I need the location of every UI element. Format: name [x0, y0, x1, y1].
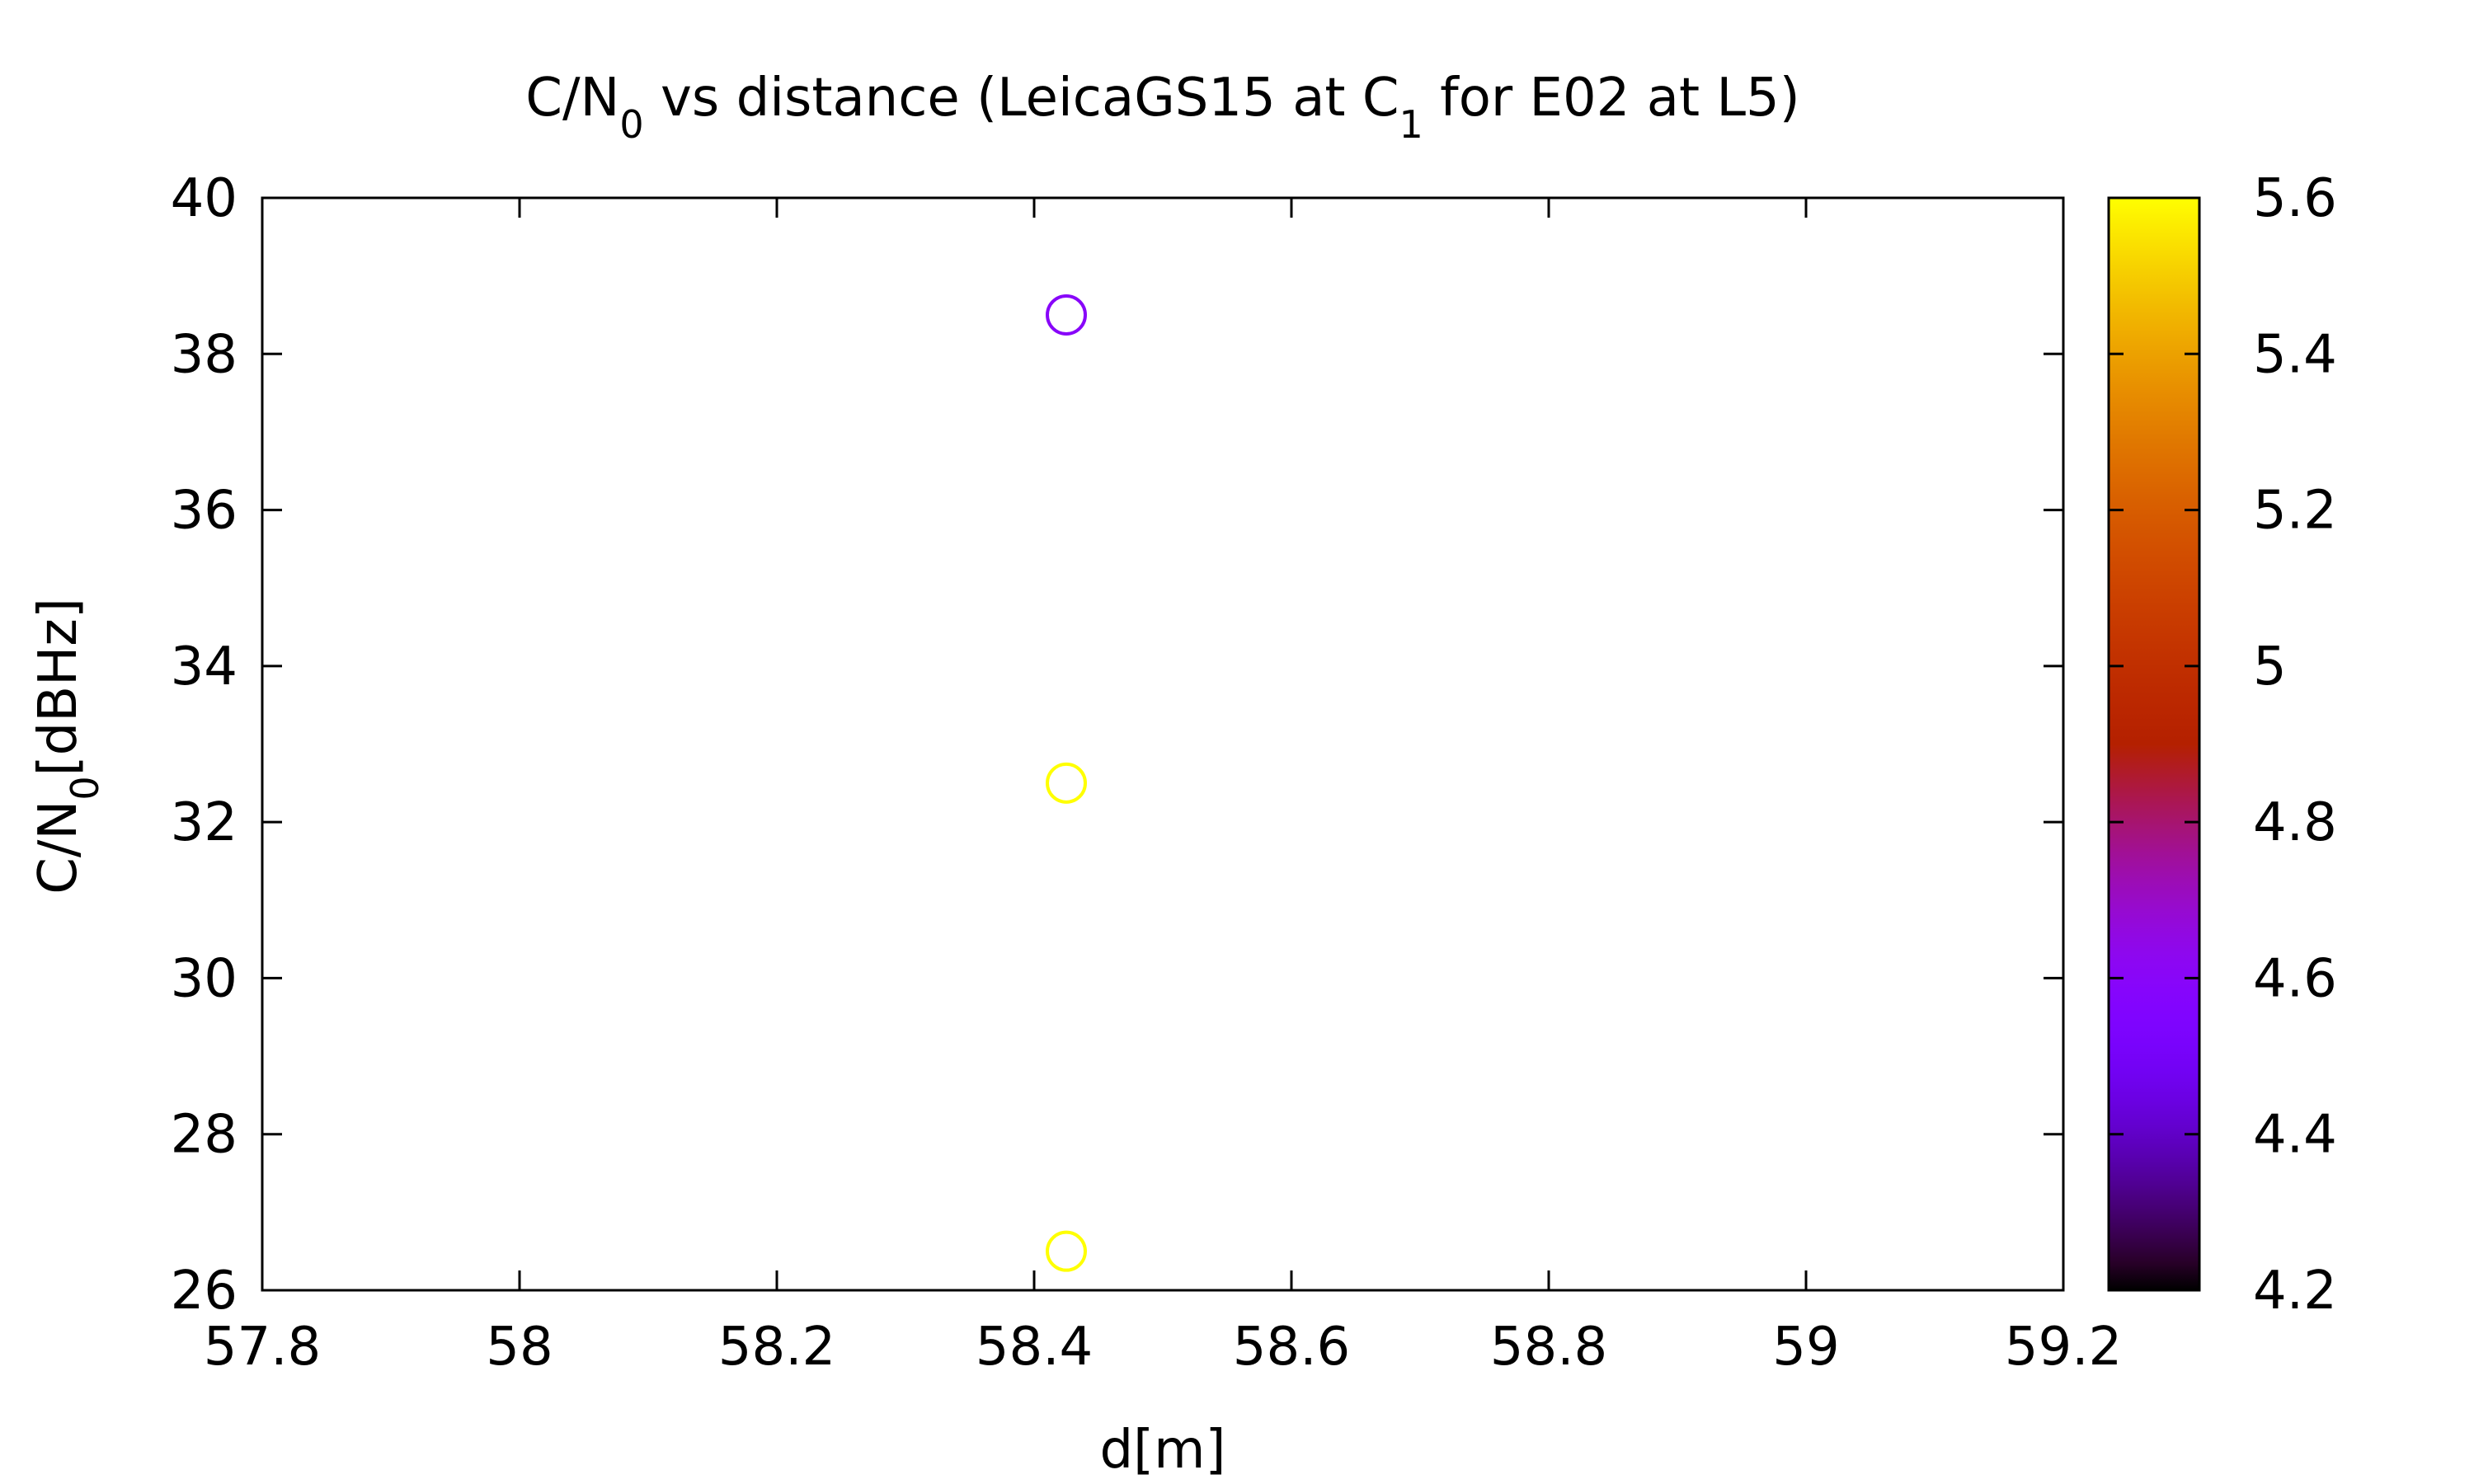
x-tick-label: 58.8 [1490, 1317, 1608, 1378]
data-point [1046, 1230, 1087, 1272]
x-tick-label: 59 [1772, 1317, 1839, 1378]
colorbar-frame [2107, 196, 2201, 1292]
colorbar-tick-label: 5.6 [2253, 168, 2337, 229]
y-axis-label: C/N0[dBHz] [28, 598, 107, 895]
x-tick-label: 58.6 [1233, 1317, 1351, 1378]
y-tick-label: 26 [171, 1261, 238, 1322]
colorbar: 4.2 4.4 4.6 4.8 5 5.2 5.4 5.6 [2107, 168, 2337, 1322]
x-tick-label: 58.2 [718, 1317, 836, 1378]
title-middle: vs distance (LeicaGS15 at C [644, 68, 1399, 129]
y-axis-label-subscript: 0 [63, 776, 107, 800]
title-prefix-subscript: 0 [619, 102, 643, 147]
y-tick-label: 38 [171, 324, 238, 385]
colorbar-tick-label: 5 [2253, 636, 2287, 697]
data-point [1046, 762, 1087, 804]
x-tick-label: 57.8 [204, 1317, 322, 1378]
y-tick-label: 34 [171, 636, 238, 697]
y-axis-label-unit: [dBHz] [28, 598, 89, 776]
x-tick-label: 58 [486, 1317, 553, 1378]
colorbar-tick-label: 4.8 [2253, 792, 2337, 853]
colorbar-tick-label: 4.6 [2253, 948, 2337, 1009]
y-tick-label: 32 [171, 792, 238, 853]
chart-title: C/N0 vs distance (LeicaGS15 at C1 for E0… [525, 68, 1799, 147]
x-tick-label: 59.2 [2005, 1317, 2123, 1378]
x-axis-label: d[m] [1100, 1420, 1226, 1481]
colorbar-tick-label: 5.2 [2253, 481, 2337, 542]
data-point [1046, 294, 1087, 336]
x-tick-label: 58.4 [976, 1317, 1094, 1378]
colorbar-tick-label: 5.4 [2253, 324, 2337, 385]
plot-area: 57.8 58 58.2 58.4 58.6 58.8 59 59.2 26 28 30 32 34 36… [171, 168, 2123, 1378]
title-suffix: for E02 at L5) [1423, 68, 1800, 129]
y-tick-label: 36 [171, 481, 238, 542]
colorbar-tick-label: 4.4 [2253, 1105, 2337, 1166]
y-axis-label-main: C/N [28, 801, 89, 895]
y-tick-label: 40 [171, 168, 238, 229]
colorbar-tick-label: 4.2 [2253, 1261, 2337, 1322]
title-middle-subscript: 1 [1399, 102, 1423, 147]
y-tick-label: 28 [171, 1105, 238, 1166]
y-tick-label: 30 [171, 948, 238, 1009]
plot-frame [261, 196, 2065, 1292]
colorbar-fill [2109, 198, 2199, 1290]
title-prefix: C/N [525, 68, 619, 129]
